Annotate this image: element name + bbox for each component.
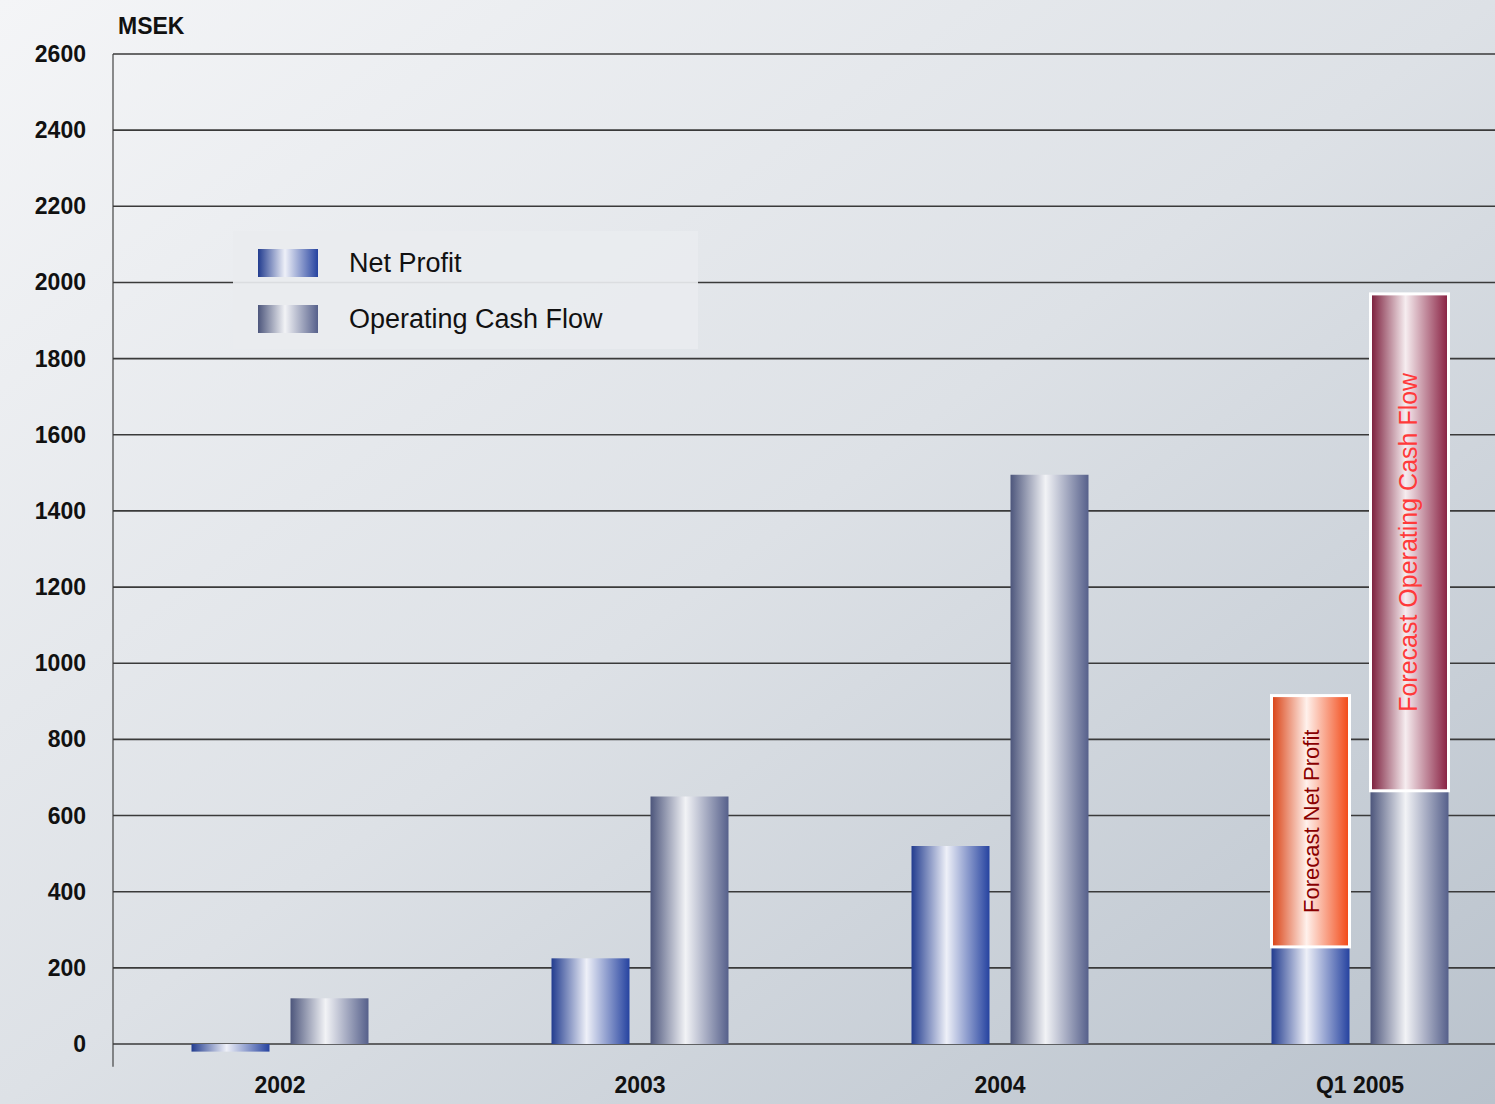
forecast-label: Forecast Net Profit: [1299, 730, 1324, 913]
grid-line: [113, 129, 1495, 131]
legend-swatch: [258, 249, 318, 277]
y-tick-label: 1400: [35, 498, 86, 524]
grid-line: [113, 662, 1495, 664]
forecast-bar: [1371, 294, 1449, 791]
grid-line: [113, 510, 1495, 512]
x-tick-label: Q1 2005: [1316, 1072, 1404, 1098]
grid-line: [113, 434, 1495, 436]
grid-line: [113, 53, 1495, 55]
legend-label: Operating Cash Flow: [349, 304, 603, 334]
bar: [192, 1044, 270, 1052]
y-tick-label: 600: [48, 803, 86, 829]
legend-label: Net Profit: [349, 248, 462, 278]
forecast-bar: [1272, 696, 1350, 947]
y-tick-label: 1200: [35, 574, 86, 600]
marks: [192, 294, 1449, 1052]
y-tick-label: 2400: [35, 117, 86, 143]
bar: [291, 998, 369, 1044]
grid-line: [113, 586, 1495, 588]
bar: [912, 846, 990, 1044]
y-tick-label: 2000: [35, 269, 86, 295]
bar: [1011, 475, 1089, 1044]
legend-swatch: [258, 305, 318, 333]
y-tick-label: 400: [48, 879, 86, 905]
y-tick-label: 2600: [35, 41, 86, 67]
grid-line: [113, 358, 1495, 360]
y-tick-label: 800: [48, 726, 86, 752]
y-tick-label: 2200: [35, 193, 86, 219]
y-axis-title: MSEK: [118, 13, 185, 39]
x-tick-label: 2003: [614, 1072, 665, 1098]
bar: [1272, 947, 1350, 1044]
y-tick-label: 1800: [35, 346, 86, 372]
y-tick-label: 200: [48, 955, 86, 981]
y-tick-label: 0: [73, 1031, 86, 1057]
background: [0, 0, 1495, 1104]
y-tick-label: 1000: [35, 650, 86, 676]
legend: Net Profit Operating Cash Flow: [233, 231, 698, 349]
bar: [552, 958, 630, 1044]
x-tick-label: 2004: [974, 1072, 1025, 1098]
bar: [1371, 791, 1449, 1044]
legend-box: [233, 231, 698, 349]
forecast-label: Forecast Operating Cash Flow: [1395, 372, 1423, 712]
labels: Forecast Net Profit Forecast Operating Ca…: [1299, 372, 1423, 913]
y-tick-label: 1600: [35, 422, 86, 448]
grid-line: [113, 206, 1495, 208]
bar: [651, 797, 729, 1045]
x-tick-label: 2002: [254, 1072, 305, 1098]
